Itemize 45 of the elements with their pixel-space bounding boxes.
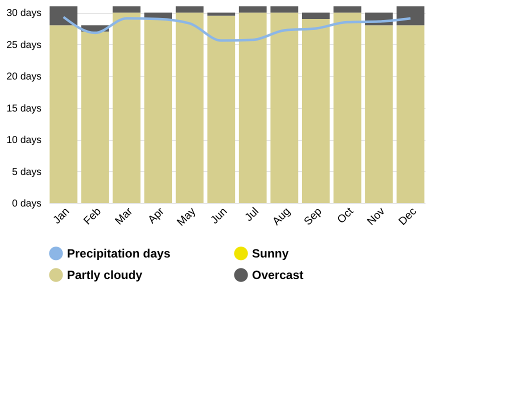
bar	[81, 32, 109, 203]
x-tick-label: Sep	[302, 206, 324, 228]
bar	[50, 25, 78, 203]
bar	[270, 12, 298, 203]
legend-label: Precipitation days	[67, 246, 171, 260]
x-tick-label: Mar	[113, 205, 136, 228]
bar	[270, 6, 298, 13]
bar	[50, 6, 78, 26]
bar	[365, 25, 393, 203]
line-series	[62, 16, 412, 42]
bar	[176, 12, 204, 203]
bar	[112, 6, 140, 13]
y-tick-label: 30 days	[6, 8, 42, 20]
legend-label: Partly cloudy	[67, 268, 143, 282]
bar	[207, 12, 236, 16]
bar	[334, 6, 362, 13]
bar	[144, 18, 172, 203]
bar	[207, 16, 236, 203]
x-tick-label: Dec	[396, 205, 420, 228]
x-tick-label: Apr	[146, 205, 167, 226]
bar	[334, 12, 362, 203]
y-tick-label: 0 days	[12, 198, 42, 210]
y-tick-label: 10 days	[6, 135, 42, 146]
y-tick-label: 15 days	[6, 103, 42, 114]
y-tick-label: 25 days	[6, 40, 42, 51]
bar	[396, 25, 424, 203]
x-tick-label: Jan	[50, 206, 72, 227]
x-tick-label: Oct	[335, 206, 356, 226]
x-tick-label: Jul	[242, 206, 262, 224]
bar	[112, 12, 140, 203]
x-tick-label: Jun	[208, 206, 230, 227]
legend-label: Overcast	[252, 268, 304, 282]
bar	[238, 6, 267, 13]
x-tick-label: Feb	[82, 206, 104, 228]
y-tick-label: 20 days	[6, 72, 42, 83]
bar	[238, 12, 267, 203]
bar	[176, 6, 204, 13]
bar	[302, 12, 330, 19]
bar	[396, 6, 424, 26]
x-tick-label: May	[174, 205, 199, 229]
x-tick-label: Nov	[365, 205, 388, 228]
legend-label: Sunny	[252, 246, 289, 260]
x-tick-label: Aug	[270, 206, 293, 228]
bar	[302, 18, 330, 203]
y-tick-label: 5 days	[12, 166, 42, 178]
